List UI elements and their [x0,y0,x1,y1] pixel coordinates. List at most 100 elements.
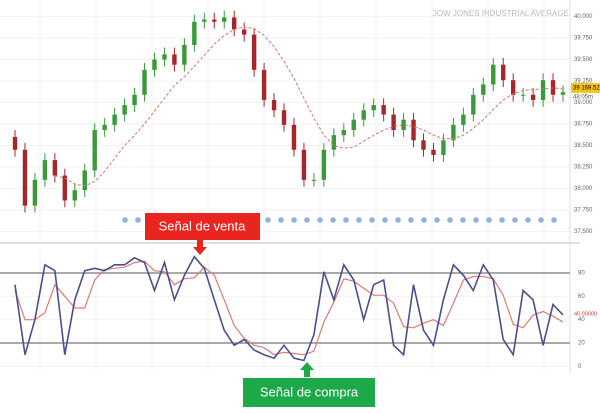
event-icon [382,217,388,223]
y-tick-label: 39.750 [574,36,593,42]
candle-body [222,17,227,22]
candle-body [271,99,277,111]
event-icon [525,217,531,223]
candle-body [431,149,436,155]
candle-body [501,64,506,81]
candle-body [291,124,297,150]
candle-body [192,21,197,45]
event-icon [499,217,505,223]
candle-body [52,160,58,176]
k-line [14,255,564,362]
event-icon [330,217,336,223]
candle-body [12,136,18,150]
event-icon [460,217,466,223]
event-icon [122,217,128,223]
y-tick-label: 38.250 [574,165,593,171]
event-icon [486,217,492,223]
candle-body [281,110,287,125]
candle-body [530,94,536,100]
candle-body [401,119,406,131]
candle-body [441,140,446,155]
candle-body [82,170,87,191]
candle-body [560,92,566,95]
candle-body [331,135,337,150]
candle-body [241,29,247,35]
event-icon [538,217,544,223]
event-icon [408,217,414,223]
candle-body [491,64,496,85]
y-tick-label: 37.750 [574,208,593,214]
y-tick-label: 38.750 [574,122,593,128]
timer-label: 48:05m [573,95,593,101]
buy-box [243,378,375,407]
plot: 40.000 39.750 39.500 39.250 39.000 38.750 38.5… [0,0,600,372]
event-icon [278,217,284,223]
y-tick-label: 0 [578,364,582,370]
sell-box [145,213,260,240]
candle-body [341,130,346,136]
event-icon [343,217,349,223]
event-icon [304,217,310,223]
buy-label: Señal de compra [260,384,359,399]
candle-body [520,94,526,96]
sell-arrow [193,240,207,255]
y-tick-label: 38.000 [574,186,593,192]
event-icon [395,217,401,223]
moving-average [54,26,564,187]
y-tick-label: 20 [578,341,585,347]
candle-body [132,94,137,106]
candle-body [451,124,456,141]
candle-body [102,124,107,131]
candle-body [32,179,38,206]
event-icon [265,217,271,223]
sell-label: Señal de venta [159,218,247,233]
candle-body [142,69,147,95]
candle-body [461,114,466,125]
y-tick-label: 38.500 [574,143,593,149]
last-value-label: 45.00000 [574,311,597,317]
y-tick-label: 80 [578,271,585,277]
candle-body [92,130,97,171]
last-price-label: 39 169.52 [573,86,600,92]
candle-body [381,105,386,115]
buy-arrow [300,362,314,377]
event-icon [512,217,518,223]
last-price-box [571,82,600,93]
event-icon [369,217,375,223]
candle-body [182,44,187,65]
candle-body [22,149,28,206]
candle-body [172,54,177,65]
candle-body [351,119,356,131]
candle-body [471,94,476,115]
y-tick-label: 40 [578,317,585,323]
event-icon [135,217,141,223]
candle-body [481,84,486,95]
candle-body [510,80,516,95]
y-tick-label: 60 [578,294,585,300]
candle-body [421,140,426,150]
candle-body [251,34,257,70]
candle-body [212,19,217,22]
candle-body [540,80,546,100]
candle-body [202,19,207,22]
candle-body [391,114,396,131]
candle-body [152,59,157,70]
candle-body [321,149,327,180]
event-icon [447,217,453,223]
event-icon [434,217,440,223]
candle-body [122,105,127,115]
candle-body [162,54,167,60]
candle-body [112,114,117,125]
event-icon [317,217,323,223]
candle-body [411,119,416,141]
event-icon [356,217,362,223]
event-icon [551,217,557,223]
candle-body [261,69,267,100]
candle-body [361,110,366,120]
y-tick-label: 37.500 [574,229,593,235]
event-icon [473,217,479,223]
y-tick-label: 39.000 [574,100,593,106]
y-tick-label: 39.500 [574,57,593,63]
